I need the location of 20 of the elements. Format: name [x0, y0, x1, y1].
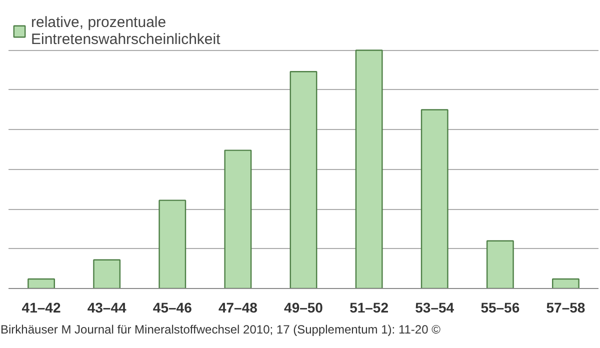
bar [28, 278, 55, 288]
x-tick-label: 55–56 [480, 300, 520, 316]
legend-label: relative, prozentuale Eintretenswahrscheinlichkeit [31, 14, 220, 48]
bar [420, 109, 448, 288]
bar [158, 200, 186, 288]
x-tick-label: 47–48 [218, 300, 258, 316]
bar [224, 150, 252, 288]
x-tick-label: 43–44 [87, 300, 127, 316]
x-tick-label: 45–46 [152, 300, 192, 316]
bar [93, 259, 121, 288]
x-tick-label: 53–54 [415, 300, 454, 316]
bar [290, 71, 318, 288]
x-tick-label: 41–42 [22, 300, 61, 316]
x-tick-label: 57–58 [546, 300, 586, 316]
bar [355, 50, 383, 288]
x-tick-label: 49–50 [284, 300, 324, 316]
text: Birkhäuser M Journal für Mineralstoffwechsel 2010; 17 (Supplementum 1): 11-20 © [0, 322, 441, 336]
bar [486, 240, 514, 288]
bar [552, 278, 580, 288]
x-tick-label: 51–52 [350, 300, 389, 316]
